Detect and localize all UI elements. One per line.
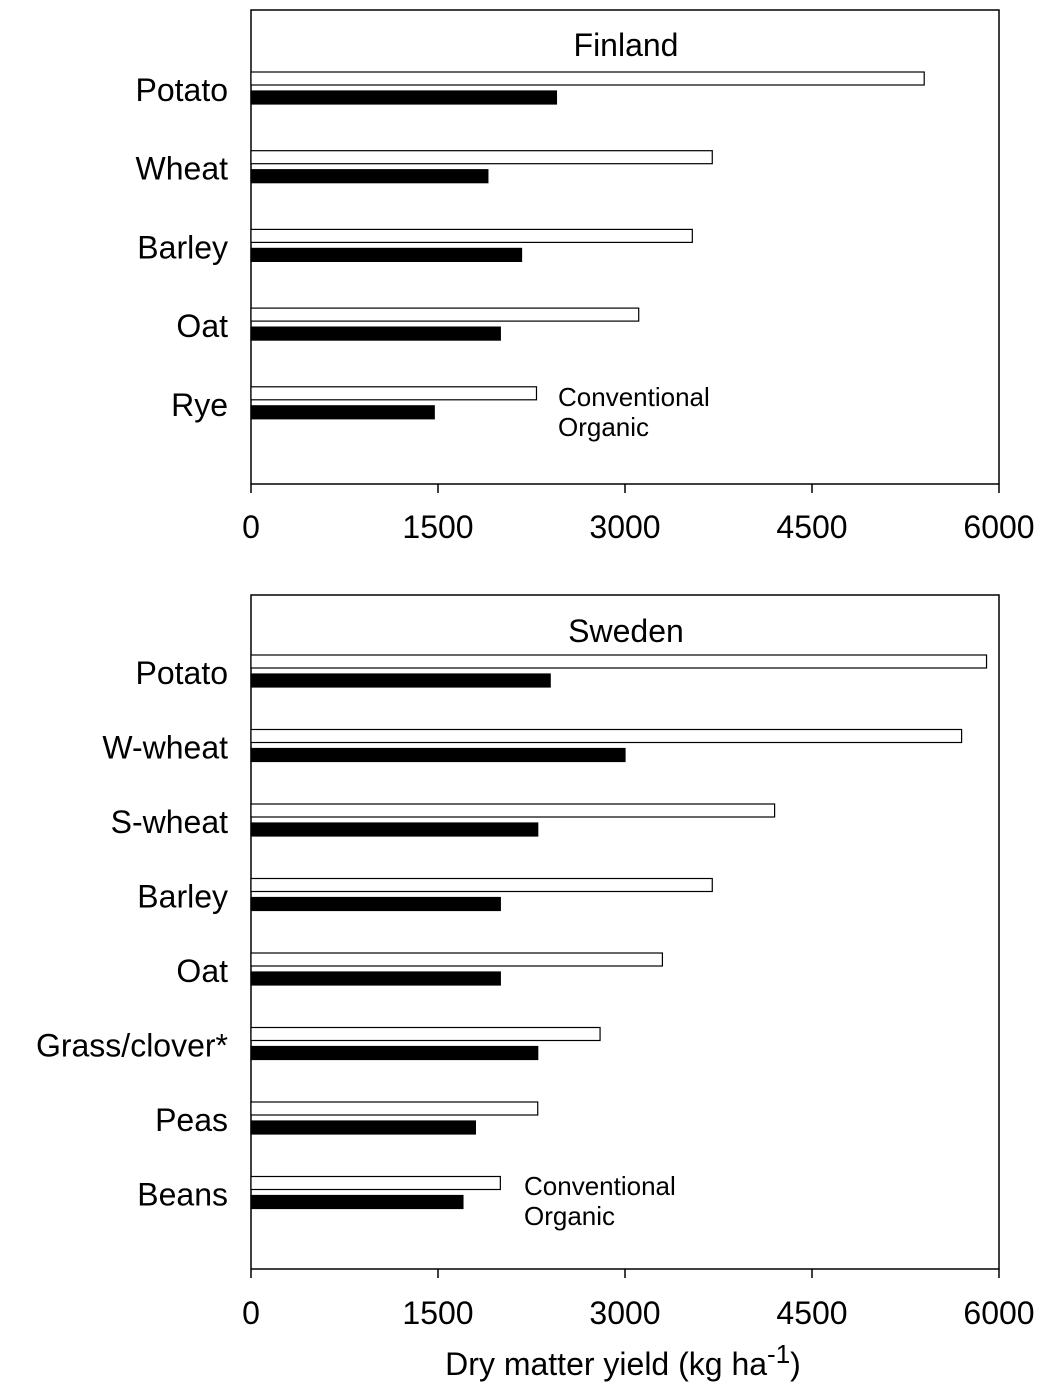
finland-bar-wheat-conventional — [250, 150, 713, 165]
finland-bar-rye-conventional — [250, 386, 538, 401]
x-axis-title-tail: ) — [790, 1346, 801, 1382]
sweden-category-label-peas: Peas — [155, 1102, 228, 1138]
sweden-category-label-grass-clover: Grass/clover* — [36, 1028, 228, 1064]
sweden-panel-title: Sweden — [568, 613, 684, 649]
finland-legend-conventional: Conventional — [558, 382, 710, 412]
finland-category-label-wheat: Wheat — [136, 151, 229, 187]
sweden-category-label-potato: Potato — [135, 655, 228, 691]
sweden-bar-barley-conventional — [250, 877, 713, 893]
finland-bars — [250, 71, 925, 420]
finland-bar-rye-organic — [250, 405, 435, 420]
finland-category-label-barley: Barley — [137, 229, 228, 265]
finland-x-tick-label-4500: 4500 — [776, 509, 847, 545]
finland-x-tick-label-1500: 1500 — [402, 509, 473, 545]
finland-panel-title: Finland — [574, 27, 679, 63]
sweden-bar-peas-conventional — [250, 1101, 539, 1116]
sweden-bar-potato-conventional — [250, 654, 988, 669]
finland-category-label-oat: Oat — [176, 308, 228, 344]
x-axis-title: Dry matter yield (kg ha-1) — [445, 1339, 801, 1382]
x-axis-title-main: Dry matter yield (kg ha — [445, 1346, 767, 1382]
finland-x-tick-label-0: 0 — [242, 509, 260, 545]
finland-category-labels: Potato Wheat Barley Oat Rye — [135, 72, 228, 423]
sweden-panel: Sweden Potato W-wheat S-wheat Barley Oat Gras… — [36, 594, 1035, 1331]
finland-bar-potato-organic — [250, 90, 558, 105]
finland-bar-barley-conventional — [250, 228, 693, 243]
sweden-bar-potato-organic — [250, 673, 551, 688]
sweden-bar-grass-clover-organic — [250, 1045, 539, 1061]
sweden-bar-w-wheat-organic — [250, 747, 626, 763]
sweden-x-tick-label-0: 0 — [242, 1295, 260, 1331]
finland-x-tick-label-6000: 6000 — [963, 509, 1034, 545]
sweden-bars — [250, 654, 988, 1210]
finland-panel: Finland Potato Wheat Barley Oat Rye 0 1500 300… — [135, 9, 1035, 545]
sweden-plot-frame — [250, 594, 1000, 1270]
finland-bar-barley-organic — [250, 247, 523, 262]
sweden-category-label-s-wheat: S-wheat — [111, 804, 229, 840]
finland-bar-potato-conventional — [250, 71, 925, 86]
sweden-bar-oat-conventional — [250, 952, 663, 967]
finland-bar-oat-conventional — [250, 307, 640, 322]
sweden-x-tick-label-4500: 4500 — [776, 1295, 847, 1331]
sweden-bar-w-wheat-conventional — [250, 728, 963, 744]
sweden-category-label-beans: Beans — [137, 1177, 228, 1213]
sweden-x-tick-label-1500: 1500 — [402, 1295, 473, 1331]
sweden-x-axis: 0 1500 3000 4500 6000 — [242, 1269, 1035, 1331]
x-axis-title-superscript: -1 — [767, 1339, 790, 1369]
sweden-bar-beans-conventional — [250, 1175, 501, 1191]
sweden-category-label-w-wheat: W-wheat — [102, 730, 228, 766]
finland-category-label-rye: Rye — [171, 387, 228, 423]
sweden-category-label-barley: Barley — [137, 879, 228, 915]
sweden-bar-oat-organic — [250, 971, 501, 986]
sweden-category-label-oat: Oat — [176, 953, 228, 989]
finland-category-label-potato: Potato — [135, 72, 228, 108]
finland-bar-wheat-organic — [250, 169, 489, 184]
finland-x-tick-label-3000: 3000 — [589, 509, 660, 545]
sweden-bar-grass-clover-conventional — [250, 1026, 601, 1042]
sweden-x-tick-label-6000: 6000 — [963, 1295, 1034, 1331]
finland-x-axis: 0 1500 3000 4500 6000 — [242, 484, 1035, 545]
sweden-bar-barley-organic — [250, 896, 501, 912]
sweden-bar-s-wheat-organic — [250, 822, 539, 837]
sweden-legend-conventional: Conventional — [524, 1171, 676, 1201]
sweden-bar-peas-organic — [250, 1120, 476, 1135]
sweden-category-labels: Potato W-wheat S-wheat Barley Oat Grass/clove… — [36, 655, 228, 1213]
finland-bar-oat-organic — [250, 326, 501, 341]
sweden-bar-s-wheat-conventional — [250, 803, 776, 818]
finland-legend-organic: Organic — [558, 412, 649, 442]
sweden-x-tick-label-3000: 3000 — [589, 1295, 660, 1331]
sweden-bar-beans-organic — [250, 1194, 464, 1210]
sweden-legend-organic: Organic — [524, 1201, 615, 1231]
